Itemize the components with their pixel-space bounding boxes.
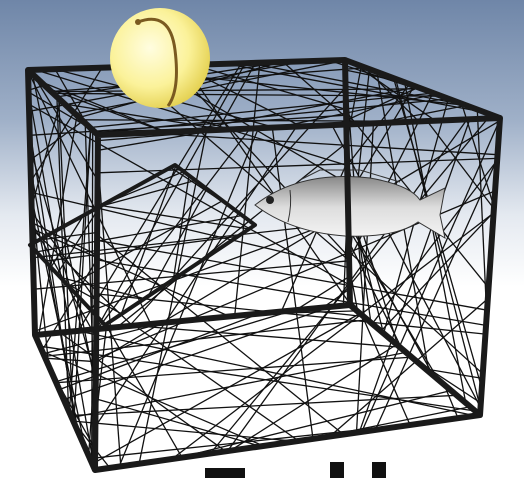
mesh-line — [73, 128, 92, 423]
mesh-line — [59, 332, 227, 452]
mesh-line — [47, 87, 166, 133]
mesh-line — [133, 324, 400, 348]
mesh-line — [73, 420, 296, 442]
mesh-line — [36, 214, 243, 253]
mesh-line — [374, 158, 498, 431]
mesh-line — [51, 88, 422, 93]
mesh-line — [27, 70, 152, 325]
mesh-line — [95, 62, 246, 330]
mesh-line — [172, 175, 190, 280]
mesh-line — [352, 62, 436, 122]
mesh-line — [89, 92, 434, 129]
mesh-line — [99, 179, 196, 208]
mesh-line — [120, 165, 177, 315]
mesh-line — [147, 188, 208, 297]
mesh-line — [95, 128, 251, 332]
mesh-line — [97, 158, 122, 467]
mesh-line — [271, 127, 314, 439]
mesh-line — [331, 124, 482, 408]
mesh-line — [39, 345, 476, 412]
mesh-line — [248, 62, 466, 106]
mesh-line — [64, 103, 225, 131]
mesh-line — [226, 63, 486, 114]
mesh-line — [138, 130, 208, 464]
mesh-line — [60, 276, 145, 300]
mesh-line — [171, 212, 494, 460]
mesh-line — [29, 147, 97, 378]
mesh-line — [476, 109, 488, 316]
mesh-line — [56, 206, 101, 275]
mesh-line — [40, 80, 167, 133]
mesh-line — [234, 62, 261, 317]
mesh-line — [31, 222, 98, 256]
mesh-line — [380, 211, 495, 332]
mesh-line — [91, 312, 361, 465]
mesh-line — [50, 215, 84, 268]
mesh-line — [34, 216, 349, 332]
mesh-line — [32, 221, 349, 259]
mesh-line — [184, 86, 418, 132]
mesh-line — [348, 251, 484, 375]
mesh-line — [295, 275, 350, 311]
mesh-line — [56, 356, 412, 384]
mesh-line — [75, 59, 346, 115]
mesh-line — [65, 282, 122, 315]
mesh-line — [425, 368, 483, 380]
mesh-line — [32, 74, 99, 181]
mesh-line — [51, 67, 366, 93]
mesh-line — [101, 204, 250, 230]
mesh-line — [30, 120, 84, 161]
mesh-line — [63, 306, 331, 401]
mesh-line — [45, 235, 239, 262]
mesh-line — [358, 119, 471, 433]
mesh-line — [42, 350, 264, 447]
mesh-line — [95, 98, 450, 134]
mesh-line — [31, 211, 98, 302]
mesh-line — [53, 92, 442, 97]
mesh-line — [347, 228, 439, 381]
mesh-line — [118, 127, 260, 467]
mesh-line — [95, 398, 261, 447]
mesh-line — [176, 389, 452, 459]
mesh-line — [28, 127, 77, 427]
mesh-line — [277, 93, 437, 129]
float — [110, 8, 210, 108]
mesh-line — [230, 343, 397, 452]
mesh-line — [68, 128, 92, 413]
mesh-line — [361, 119, 501, 433]
mesh-line — [134, 324, 299, 442]
mesh-line — [30, 100, 62, 208]
mesh-line — [59, 312, 260, 391]
cage-frame — [25, 57, 503, 473]
mesh-line — [361, 314, 411, 426]
cut-off-shapes — [205, 462, 386, 478]
mesh-line — [77, 62, 242, 332]
mesh-line — [29, 114, 347, 136]
mesh-line — [71, 351, 407, 419]
mesh-line — [217, 62, 257, 131]
mesh-line — [107, 327, 183, 458]
